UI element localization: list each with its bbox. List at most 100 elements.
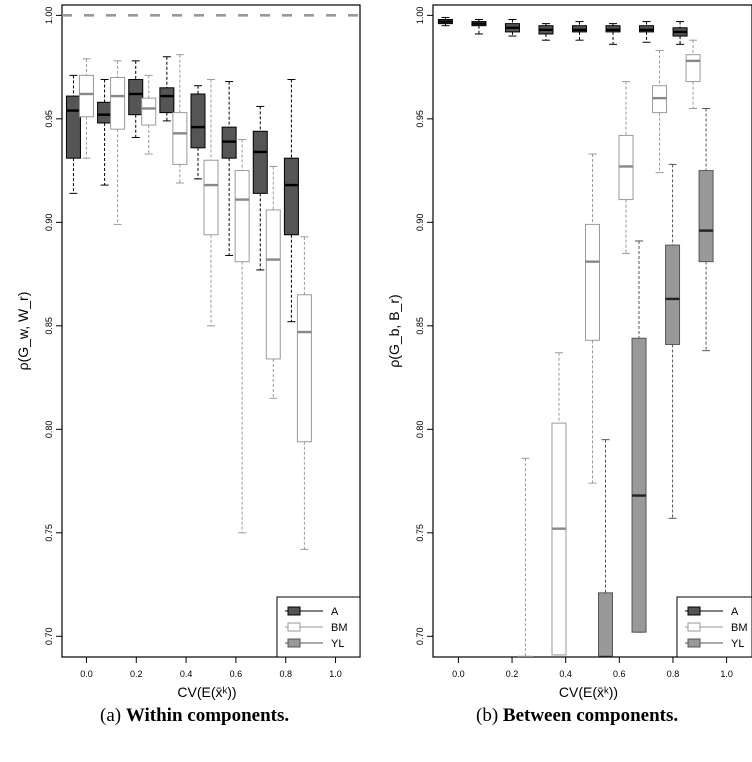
y-tick-label: 0.75 bbox=[44, 524, 54, 542]
box-body bbox=[190, 93, 206, 149]
x-tick-label: 1.0 bbox=[329, 669, 342, 679]
x-tick-label: 0.4 bbox=[559, 669, 572, 679]
y-tick-label: 0.70 bbox=[44, 628, 54, 646]
box-bm bbox=[141, 74, 157, 155]
box-bm bbox=[551, 352, 567, 656]
caption-a: (a) Within components. bbox=[100, 705, 289, 727]
caption-b-label: (b) bbox=[476, 705, 499, 726]
box-body bbox=[551, 422, 567, 656]
box-a bbox=[283, 79, 299, 323]
x-tick-label: 0.6 bbox=[230, 669, 243, 679]
box-yl bbox=[665, 163, 681, 519]
y-tick-label: 0.75 bbox=[415, 524, 425, 542]
y-tick-label: 0.80 bbox=[44, 421, 54, 439]
box-yl bbox=[698, 107, 714, 352]
box-bm bbox=[517, 457, 533, 657]
box-bm bbox=[652, 50, 668, 174]
y-axis-label: ρ(G_w, W_r) bbox=[15, 292, 31, 371]
x-tick-label: 0.8 bbox=[279, 669, 292, 679]
y-tick-label: 0.85 bbox=[415, 317, 425, 335]
plot-frame bbox=[432, 4, 752, 658]
box-a bbox=[605, 23, 621, 45]
legend-label: YL bbox=[331, 638, 344, 650]
legend-label: YL bbox=[731, 638, 744, 650]
box-body bbox=[252, 130, 268, 194]
legend-label: BM bbox=[731, 622, 748, 634]
box-a bbox=[252, 105, 268, 271]
box-bm bbox=[172, 54, 188, 184]
legend: A BM YL bbox=[676, 596, 752, 658]
plot-frame bbox=[61, 4, 361, 658]
box-bm bbox=[585, 153, 600, 484]
caption-a-text: Within components. bbox=[125, 705, 290, 726]
chart-panel-a: 0.70 0.75 0.80 0.85 0.90 0.95 1.00 0.0 0.2 0.4 0.6… bbox=[15, 4, 361, 700]
box-body bbox=[234, 170, 250, 263]
box-body bbox=[265, 209, 281, 360]
box-bm bbox=[234, 139, 250, 534]
legend: A BM YL bbox=[276, 596, 361, 658]
box-bm bbox=[296, 236, 312, 550]
plot-area bbox=[62, 14, 360, 550]
box-a bbox=[65, 74, 81, 194]
x-tick-label: 0.0 bbox=[80, 669, 93, 679]
box-a bbox=[471, 18, 487, 35]
y-tick-label: 0.90 bbox=[44, 214, 54, 232]
box-body bbox=[598, 592, 613, 657]
x-axis-label: CV(E(x̄ᵏ)) bbox=[177, 684, 236, 700]
box-body bbox=[65, 95, 81, 159]
y-tick-label: 0.90 bbox=[415, 214, 425, 232]
y-tick-label: 0.70 bbox=[415, 628, 425, 646]
box-bm bbox=[78, 58, 94, 159]
box-a bbox=[504, 18, 520, 37]
box-body bbox=[97, 101, 113, 124]
box-body bbox=[296, 294, 312, 443]
legend-label: A bbox=[331, 606, 339, 618]
legend-swatch bbox=[287, 622, 301, 632]
plot-area bbox=[437, 16, 714, 657]
x-tick-label: 0.2 bbox=[130, 669, 143, 679]
box-body bbox=[665, 244, 681, 345]
box-body bbox=[128, 79, 144, 116]
x-tick-label: 0.0 bbox=[452, 669, 465, 679]
box-body bbox=[172, 112, 188, 165]
box-bm bbox=[203, 79, 219, 327]
x-tick-label: 1.0 bbox=[720, 669, 733, 679]
box-yl bbox=[598, 439, 613, 657]
x-tick-label: 0.6 bbox=[613, 669, 626, 679]
box-body bbox=[631, 337, 647, 633]
box-bm bbox=[110, 60, 126, 225]
box-body bbox=[159, 87, 175, 114]
y-tick-label: 1.00 bbox=[44, 7, 54, 25]
y-tick-label: 0.95 bbox=[415, 110, 425, 128]
box-a bbox=[572, 21, 587, 41]
x-tick-label: 0.4 bbox=[180, 669, 193, 679]
box-body bbox=[698, 170, 714, 263]
chart-panel-b: 0.70 0.75 0.80 0.85 0.90 0.95 1.00 0.0 0.2 0.4 0.6… bbox=[386, 4, 752, 700]
box-a bbox=[437, 16, 453, 27]
legend-swatch bbox=[687, 606, 701, 616]
box-a bbox=[128, 60, 144, 138]
box-body bbox=[78, 74, 94, 118]
legend-label: BM bbox=[331, 622, 348, 634]
box-bm bbox=[265, 165, 281, 399]
box-body bbox=[141, 97, 157, 126]
legend-swatch bbox=[687, 638, 701, 648]
legend-label: A bbox=[731, 606, 739, 618]
box-a bbox=[159, 56, 175, 122]
box-body bbox=[685, 54, 701, 83]
box-body bbox=[585, 223, 600, 341]
box-a bbox=[672, 21, 688, 45]
box-body bbox=[283, 157, 299, 236]
y-tick-label: 0.80 bbox=[415, 421, 425, 439]
box-yl bbox=[631, 240, 647, 633]
x-tick-label: 0.2 bbox=[506, 669, 519, 679]
x-axis-label: CV(E(x̄ᵏ)) bbox=[559, 684, 618, 700]
legend-swatch bbox=[687, 622, 701, 632]
y-tick-label: 0.95 bbox=[44, 110, 54, 128]
box-bm bbox=[685, 39, 701, 109]
box-a bbox=[97, 79, 113, 186]
box-a bbox=[221, 81, 237, 256]
box-bm bbox=[618, 81, 634, 254]
legend-swatch bbox=[287, 606, 301, 616]
